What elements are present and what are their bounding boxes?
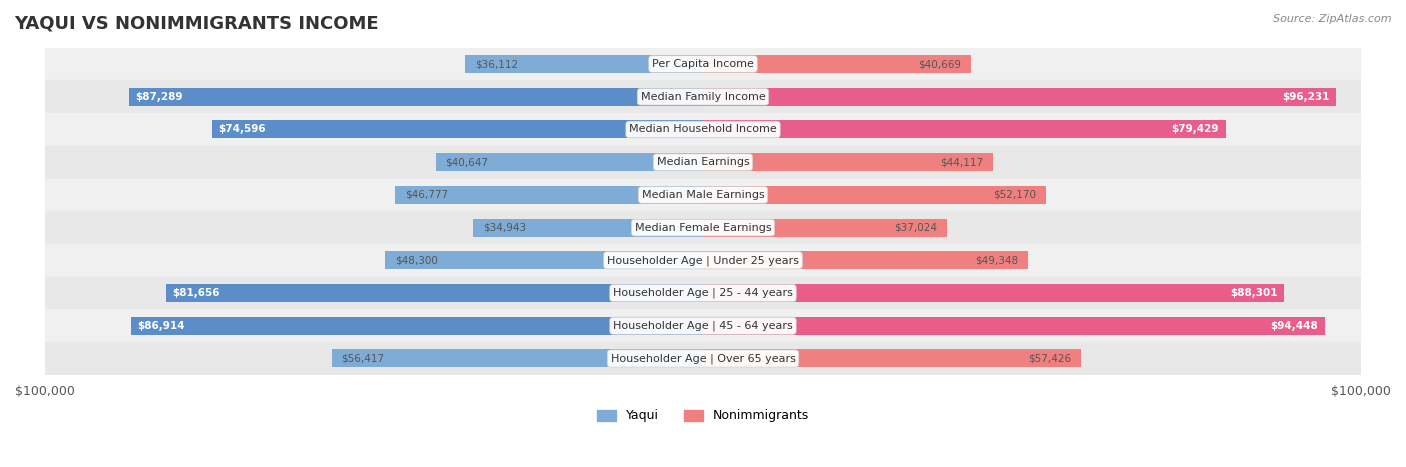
Text: $36,112: $36,112: [475, 59, 519, 69]
Bar: [45, 48, 1361, 80]
Text: $81,656: $81,656: [172, 288, 219, 298]
Bar: [703, 120, 1226, 139]
Text: $49,348: $49,348: [974, 255, 1018, 265]
Bar: [45, 244, 1361, 277]
Text: $57,426: $57,426: [1028, 354, 1071, 363]
Bar: [465, 55, 703, 73]
Text: Median Family Income: Median Family Income: [641, 92, 765, 102]
Bar: [472, 219, 703, 237]
Text: Median Male Earnings: Median Male Earnings: [641, 190, 765, 200]
Bar: [703, 317, 1324, 335]
Bar: [45, 80, 1361, 113]
Text: Householder Age | Over 65 years: Householder Age | Over 65 years: [610, 353, 796, 364]
Bar: [45, 211, 1361, 244]
Bar: [703, 219, 946, 237]
Bar: [703, 55, 970, 73]
Text: Per Capita Income: Per Capita Income: [652, 59, 754, 69]
Text: $34,943: $34,943: [482, 223, 526, 233]
Text: Median Earnings: Median Earnings: [657, 157, 749, 167]
Bar: [45, 113, 1361, 146]
Text: $37,024: $37,024: [894, 223, 936, 233]
Text: $79,429: $79,429: [1171, 125, 1219, 134]
Bar: [166, 284, 703, 302]
Bar: [212, 120, 703, 139]
Bar: [385, 251, 703, 269]
Text: $86,914: $86,914: [138, 321, 186, 331]
Text: $40,669: $40,669: [918, 59, 960, 69]
Text: $40,647: $40,647: [446, 157, 488, 167]
Text: $56,417: $56,417: [342, 354, 385, 363]
Bar: [45, 277, 1361, 310]
Text: $88,301: $88,301: [1230, 288, 1278, 298]
Text: $74,596: $74,596: [219, 125, 266, 134]
Text: $52,170: $52,170: [994, 190, 1036, 200]
Text: YAQUI VS NONIMMIGRANTS INCOME: YAQUI VS NONIMMIGRANTS INCOME: [14, 14, 378, 32]
Bar: [436, 153, 703, 171]
Text: Householder Age | 45 - 64 years: Householder Age | 45 - 64 years: [613, 320, 793, 331]
Text: $94,448: $94,448: [1270, 321, 1317, 331]
Text: $44,117: $44,117: [941, 157, 983, 167]
Text: Householder Age | 25 - 44 years: Householder Age | 25 - 44 years: [613, 288, 793, 298]
Text: Median Household Income: Median Household Income: [628, 125, 778, 134]
Bar: [128, 88, 703, 106]
Bar: [703, 186, 1046, 204]
Bar: [45, 178, 1361, 211]
Text: $46,777: $46,777: [405, 190, 449, 200]
Text: Median Female Earnings: Median Female Earnings: [634, 223, 772, 233]
Bar: [703, 153, 993, 171]
Bar: [703, 88, 1336, 106]
Text: $48,300: $48,300: [395, 255, 437, 265]
Bar: [45, 310, 1361, 342]
Text: $96,231: $96,231: [1282, 92, 1330, 102]
Bar: [332, 349, 703, 368]
Bar: [131, 317, 703, 335]
Bar: [703, 251, 1028, 269]
Bar: [45, 146, 1361, 178]
Legend: Yaqui, Nonimmigrants: Yaqui, Nonimmigrants: [592, 404, 814, 427]
Text: $87,289: $87,289: [135, 92, 183, 102]
Bar: [45, 342, 1361, 375]
Text: Source: ZipAtlas.com: Source: ZipAtlas.com: [1274, 14, 1392, 24]
Bar: [703, 284, 1284, 302]
Text: Householder Age | Under 25 years: Householder Age | Under 25 years: [607, 255, 799, 266]
Bar: [395, 186, 703, 204]
Bar: [703, 349, 1081, 368]
